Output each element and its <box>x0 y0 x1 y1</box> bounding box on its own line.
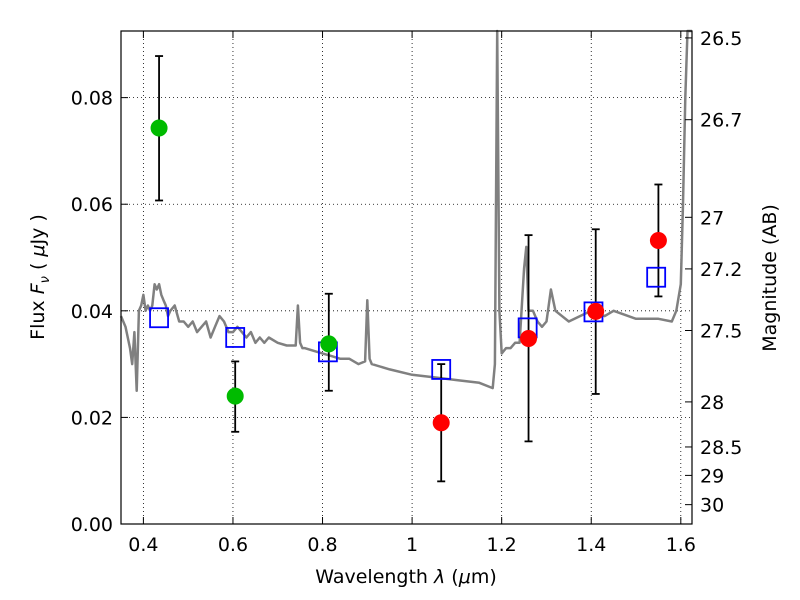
y-tick-label: 0.04 <box>71 301 113 323</box>
magnitude-tick-label: 28 <box>700 392 724 414</box>
model-box-marker <box>646 266 667 288</box>
y-axis: 0.00 0.02 0.04 0.06 0.08 <box>71 88 128 536</box>
magnitude-axis-label: Magnitude (AB) <box>759 204 781 352</box>
magnitude-tick-label: 28.5 <box>700 437 742 459</box>
magnitude-tick-label: 30 <box>700 495 724 517</box>
spectrum-line <box>119 29 692 393</box>
red-observed-point <box>587 302 605 320</box>
x-axis-label: Wavelength λ (μm) <box>315 566 496 588</box>
y-tick-label: 0.06 <box>71 194 113 216</box>
magnitude-tick-label: 29 <box>700 465 724 487</box>
x-tick-label: 1.6 <box>666 534 696 556</box>
green-observed-point <box>320 335 338 353</box>
x-tick-label: 0.8 <box>307 534 337 556</box>
model-box-marker <box>225 327 246 348</box>
green-observed-point <box>226 387 244 405</box>
observed-points <box>150 119 667 432</box>
magnitude-tick-label: 27 <box>700 207 724 229</box>
magnitude-tick-label: 26.7 <box>700 110 742 132</box>
model-box-marker <box>149 307 169 329</box>
template-spectrum <box>119 29 692 393</box>
x-tick-label: 1.4 <box>576 534 606 556</box>
y-axis-label: Flux Fν ( μJy ) <box>27 214 53 340</box>
x-tick-label: 0.6 <box>218 534 248 556</box>
x-tick-label: 1 <box>406 534 418 556</box>
magnitude-axis: 26.5 26.7 27 27.2 27.5 28 28.5 29 30 <box>685 28 742 517</box>
magnitude-tick-label: 26.5 <box>700 28 742 50</box>
red-observed-point <box>649 231 667 249</box>
x-tick-label: 0.4 <box>128 534 158 556</box>
magnitude-tick-label: 27.5 <box>700 320 742 342</box>
plot-background <box>121 31 692 524</box>
green-observed-point <box>150 119 168 137</box>
plot-frame <box>120 30 693 525</box>
model-boxes <box>149 266 667 380</box>
x-tick-label: 1.2 <box>487 534 517 556</box>
magnitude-tick-label: 27.2 <box>700 259 742 281</box>
y-tick-label: 0.08 <box>71 88 113 110</box>
y-tick-label: 0.02 <box>71 407 113 429</box>
y-tick-label: 0.00 <box>71 514 113 536</box>
model-box-marker <box>431 359 452 380</box>
red-observed-point <box>432 414 450 432</box>
red-observed-point <box>520 330 538 348</box>
x-axis: 0.4 0.6 0.8 1 1.2 1.4 1.6 <box>128 31 696 556</box>
